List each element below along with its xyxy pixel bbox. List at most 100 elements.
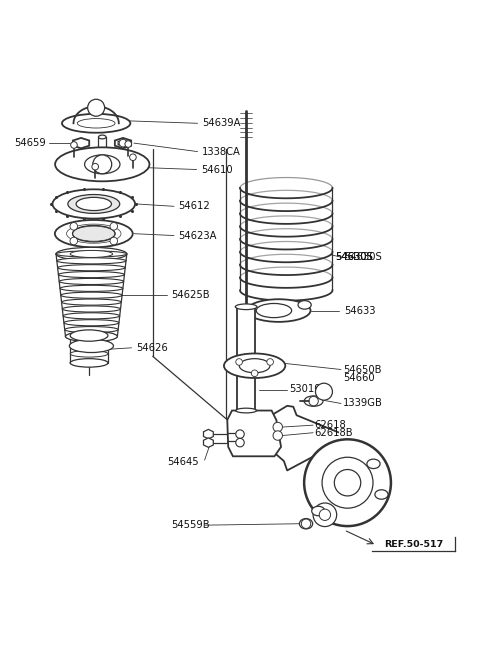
- Text: 54630S: 54630S: [335, 252, 373, 262]
- Ellipse shape: [98, 135, 106, 139]
- Text: 54633: 54633: [344, 306, 375, 316]
- Ellipse shape: [70, 332, 108, 339]
- Circle shape: [119, 139, 127, 147]
- Circle shape: [267, 359, 274, 365]
- Ellipse shape: [224, 354, 285, 378]
- Circle shape: [130, 154, 136, 161]
- Circle shape: [236, 359, 242, 365]
- Circle shape: [236, 438, 244, 447]
- Text: 54630S: 54630S: [335, 252, 373, 262]
- Text: 54650B: 54650B: [343, 365, 381, 375]
- Circle shape: [315, 383, 333, 400]
- Text: 54612: 54612: [179, 201, 210, 211]
- Ellipse shape: [84, 155, 120, 174]
- Text: 54660: 54660: [343, 373, 374, 383]
- Ellipse shape: [58, 264, 125, 271]
- Ellipse shape: [304, 396, 323, 406]
- Circle shape: [273, 431, 282, 440]
- Ellipse shape: [312, 506, 325, 516]
- Text: 53010: 53010: [289, 384, 321, 394]
- Text: 1338CA: 1338CA: [202, 146, 241, 157]
- Ellipse shape: [256, 304, 292, 318]
- Polygon shape: [204, 438, 213, 447]
- Ellipse shape: [61, 299, 121, 305]
- Polygon shape: [115, 138, 131, 148]
- Circle shape: [71, 142, 77, 148]
- Text: 54623A: 54623A: [179, 230, 217, 241]
- Text: 54630S: 54630S: [344, 253, 382, 262]
- Ellipse shape: [59, 278, 124, 285]
- Text: 54645: 54645: [167, 457, 199, 468]
- Text: 54659: 54659: [14, 138, 46, 148]
- Ellipse shape: [52, 190, 135, 218]
- Circle shape: [70, 237, 78, 245]
- Ellipse shape: [70, 359, 108, 366]
- Ellipse shape: [367, 459, 380, 468]
- Polygon shape: [204, 430, 213, 439]
- Ellipse shape: [68, 195, 120, 213]
- Ellipse shape: [61, 292, 122, 298]
- Circle shape: [92, 163, 98, 170]
- Ellipse shape: [72, 226, 115, 242]
- Ellipse shape: [57, 258, 126, 264]
- Circle shape: [125, 141, 132, 148]
- Ellipse shape: [246, 305, 254, 312]
- Ellipse shape: [59, 272, 124, 277]
- Ellipse shape: [65, 331, 118, 342]
- Ellipse shape: [76, 197, 111, 211]
- Ellipse shape: [70, 359, 108, 367]
- Ellipse shape: [235, 304, 257, 310]
- Ellipse shape: [64, 319, 119, 326]
- Polygon shape: [227, 411, 281, 457]
- Ellipse shape: [247, 299, 311, 322]
- Text: 54625B: 54625B: [172, 289, 210, 300]
- Text: 54626: 54626: [136, 343, 168, 353]
- Circle shape: [93, 155, 112, 174]
- Ellipse shape: [70, 339, 113, 352]
- Circle shape: [301, 519, 311, 529]
- Ellipse shape: [375, 490, 388, 499]
- Circle shape: [70, 222, 78, 230]
- Circle shape: [110, 222, 118, 230]
- Text: 62618: 62618: [314, 420, 346, 430]
- Text: 1339GB: 1339GB: [343, 398, 383, 409]
- Circle shape: [335, 470, 361, 496]
- Text: REF.50-517: REF.50-517: [384, 539, 443, 548]
- Ellipse shape: [240, 359, 270, 373]
- Ellipse shape: [70, 251, 113, 258]
- Polygon shape: [73, 138, 89, 148]
- Circle shape: [313, 503, 336, 527]
- Circle shape: [319, 509, 331, 520]
- Ellipse shape: [60, 285, 123, 291]
- Ellipse shape: [65, 327, 118, 333]
- Ellipse shape: [62, 114, 131, 133]
- Ellipse shape: [70, 341, 108, 348]
- Ellipse shape: [63, 313, 120, 319]
- Ellipse shape: [55, 148, 149, 181]
- Text: 54610: 54610: [201, 165, 233, 174]
- Ellipse shape: [70, 350, 108, 357]
- Polygon shape: [76, 140, 86, 146]
- Text: 62618B: 62618B: [314, 428, 353, 438]
- Circle shape: [88, 99, 105, 116]
- Circle shape: [110, 237, 118, 245]
- Ellipse shape: [55, 220, 132, 247]
- Circle shape: [236, 430, 244, 438]
- Polygon shape: [118, 140, 128, 146]
- Ellipse shape: [70, 330, 108, 341]
- Ellipse shape: [56, 247, 127, 260]
- Circle shape: [322, 457, 373, 508]
- Circle shape: [309, 396, 318, 406]
- Ellipse shape: [77, 119, 115, 128]
- Ellipse shape: [300, 518, 312, 529]
- Ellipse shape: [236, 408, 256, 413]
- Bar: [237, 307, 255, 411]
- Ellipse shape: [65, 333, 118, 340]
- Ellipse shape: [298, 300, 311, 309]
- Text: 54639A: 54639A: [202, 118, 241, 129]
- Ellipse shape: [62, 306, 120, 312]
- Text: 54559B: 54559B: [172, 520, 210, 530]
- Circle shape: [304, 440, 391, 526]
- Circle shape: [252, 370, 258, 377]
- Circle shape: [273, 422, 282, 432]
